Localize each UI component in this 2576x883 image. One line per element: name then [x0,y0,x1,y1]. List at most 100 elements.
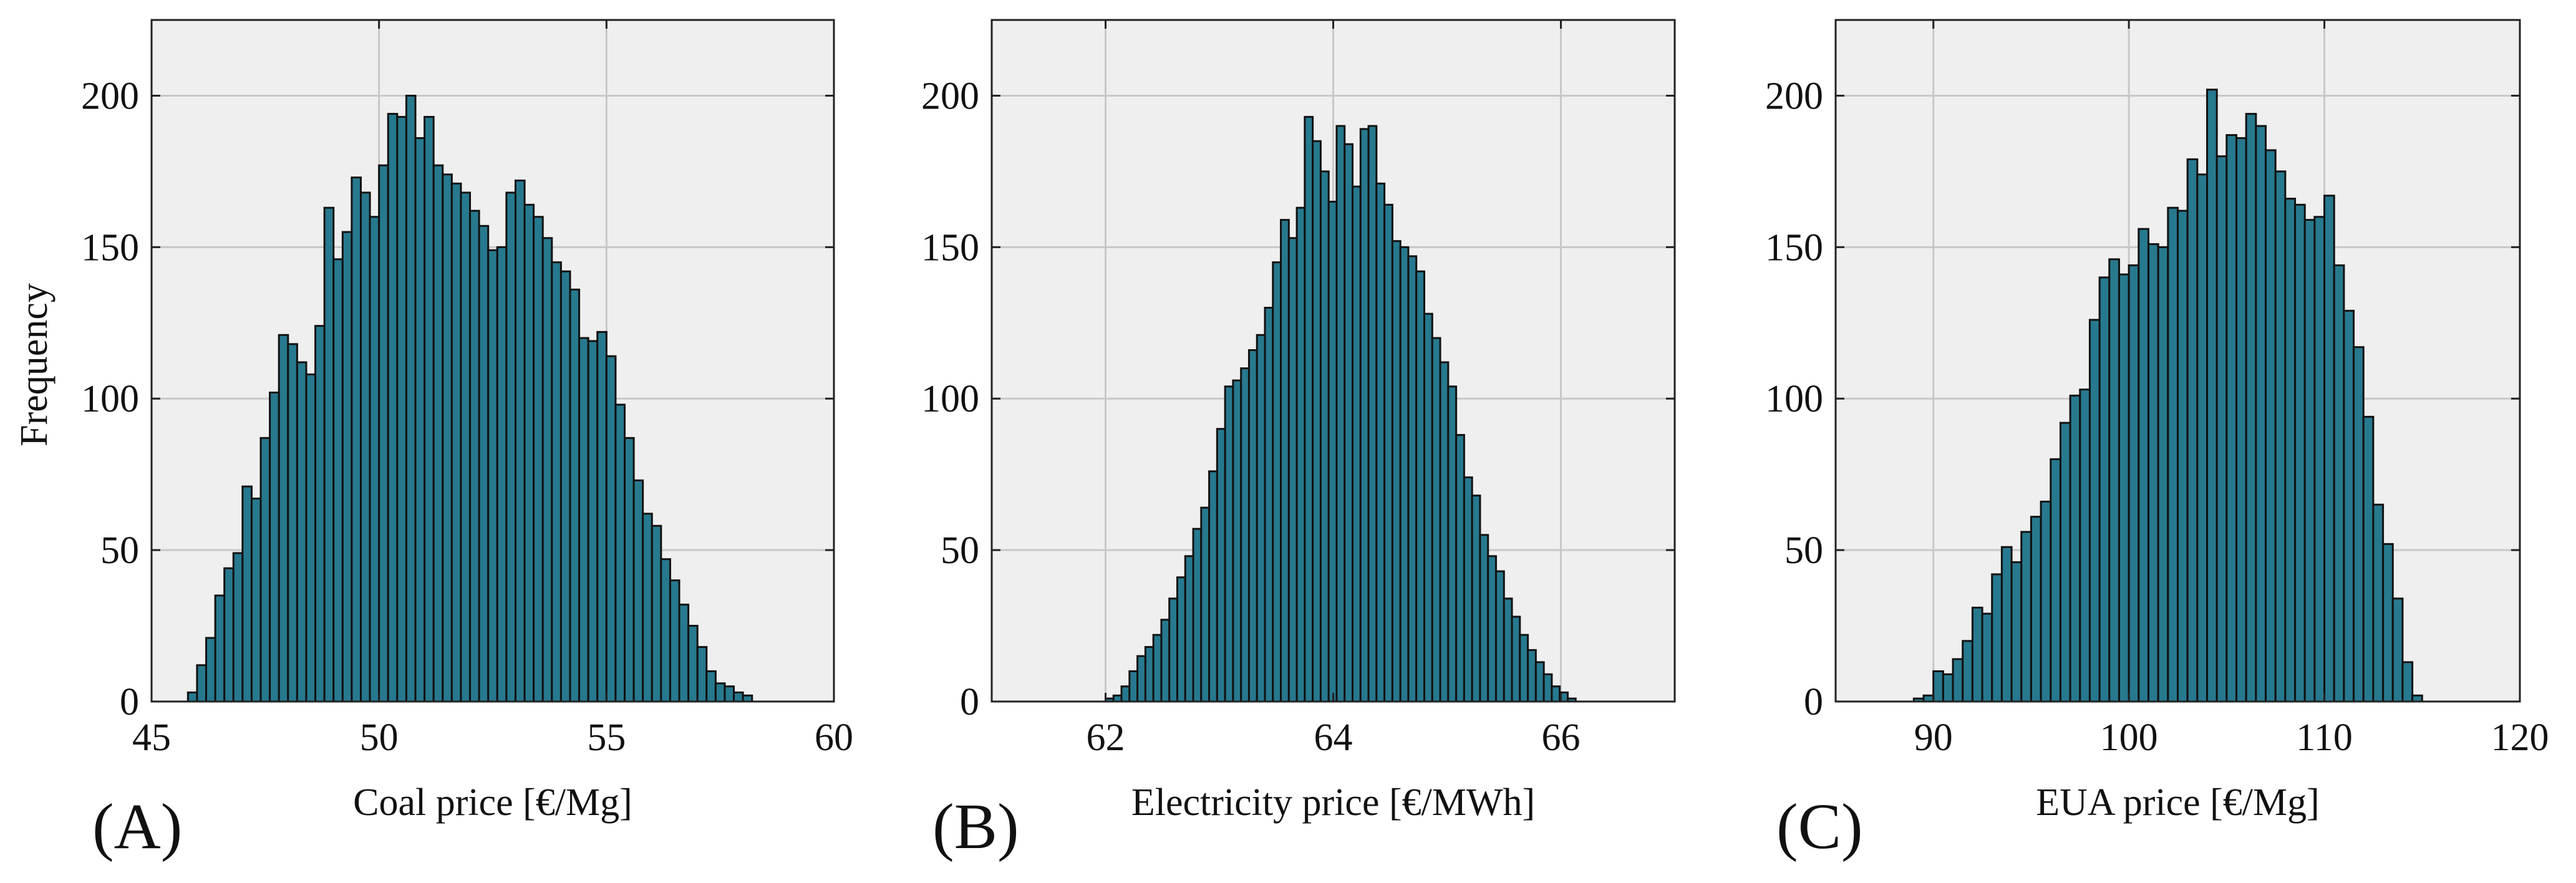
x-tick-label: 110 [2296,717,2353,759]
histogram-bar [569,288,581,703]
histogram-bar [2069,394,2081,703]
histogram-bar [2177,210,2189,703]
x-tick-label: 66 [1542,717,1581,759]
y-tick-label: 150 [921,226,979,269]
histogram-bar [2225,134,2238,703]
histogram-bar [2235,137,2247,703]
histogram-bar [1152,634,1163,703]
histogram-panel-c: 90 100 110 120 0 50 100 150 200 EUA price [€/Mg] (… [1765,19,2549,862]
histogram-bar [2196,173,2209,703]
histogram-bar [724,685,735,703]
histogram-bar [2294,203,2306,703]
histogram-bar [1287,237,1298,703]
histogram-bar [478,224,490,703]
x-tick-label: 62 [1087,717,1125,759]
histogram-bar [733,691,744,703]
histogram-bar [1200,506,1211,703]
histogram-bar [241,485,253,703]
histogram-bar [2206,89,2218,703]
histogram-bar [678,604,690,703]
histogram-bar [1295,206,1306,703]
histogram-bar [1168,597,1178,703]
histogram-bar [2000,546,2013,703]
histogram-bar [559,270,571,703]
y-tick-label: 100 [921,378,979,420]
histogram-bar [551,261,562,703]
histogram-bar [2372,503,2385,703]
histogram-bar [205,637,216,703]
histogram-bar [1527,649,1537,703]
histogram-bar [632,479,644,703]
histogram-bar [2401,661,2414,703]
histogram-bar [1224,385,1234,703]
histogram-bar [1128,670,1139,703]
y-tick-label: 50 [100,529,139,572]
histogram-bar [2147,243,2159,703]
histogram-bar [2157,246,2169,703]
y-axis-label: Frequency [13,283,56,446]
histogram-bar [396,115,407,703]
y-tick-label: 150 [1765,226,1823,269]
histogram-bar [378,164,389,703]
histogram-bar [1479,534,1489,703]
histogram-bar [496,246,508,703]
histogram-bar [1542,673,1553,703]
histogram-bar [2215,155,2228,703]
histogram-bar [2313,216,2326,703]
histogram-bar [1232,379,1242,703]
histogram-bar [1431,337,1441,703]
y-tick-label: 200 [1765,75,1823,117]
histogram-bar [405,94,417,703]
histogram-bar [2323,195,2335,703]
histogram-bar [2128,264,2140,703]
histogram-bar [541,237,553,703]
histogram-bar [1144,646,1155,703]
histogram-bar [414,137,426,703]
y-tick-label: 50 [1784,529,1823,572]
histogram-bar [1272,261,1282,703]
histogram-bar [424,115,435,703]
histogram-bar [1176,576,1186,703]
histogram-bar [1136,655,1146,703]
histogram-bar [214,594,226,703]
histogram-bar [1184,555,1194,703]
y-tick-label: 50 [941,529,979,572]
histogram-bar [2118,273,2130,703]
histogram-bar [223,567,235,703]
histogram-bar [1327,200,1338,703]
histogram-bar [1981,612,1993,703]
histogram-bar [2353,346,2365,703]
histogram-bar [2050,458,2061,703]
histogram-bar [2382,543,2394,703]
histogram-bar [250,498,262,703]
histogram-bar [341,231,353,703]
histogram-bar [1952,658,1964,703]
histogram-bar [596,331,608,703]
histogram-bar [351,176,362,703]
histogram-bar [2167,206,2179,703]
histogram-bar [1415,270,1426,703]
histogram-bar [2138,228,2149,703]
histogram-bar [1304,115,1314,703]
histogram-bar [1991,573,2003,703]
histogram-bar [1216,428,1226,703]
histogram-bar [1352,185,1362,703]
histogram-bar [1503,597,1513,703]
histogram-bar [696,646,708,703]
histogram-bar [1971,606,1983,703]
histogram-bar [1519,634,1529,703]
histogram-bar [469,210,480,703]
histogram-panel-a: 45 50 55 60 0 50 100 150 200 Coal price [€/Mg] (A) [81,19,853,862]
y-tick-label: 100 [1765,378,1823,420]
histogram-bar [359,191,371,703]
histogram-bar [1375,182,1386,703]
x-axis-label: Electricity price [€/MWh] [1131,781,1535,824]
histogram-bar [605,355,617,703]
histogram-panel-b: 62 64 66 0 50 100 150 200 Electricity price [€/M… [921,19,1676,862]
histogram-bar [1160,619,1171,703]
histogram-bar [642,513,653,703]
histogram-bar [442,173,453,703]
histogram-bar [651,524,662,703]
histogram-bar [2255,125,2267,703]
